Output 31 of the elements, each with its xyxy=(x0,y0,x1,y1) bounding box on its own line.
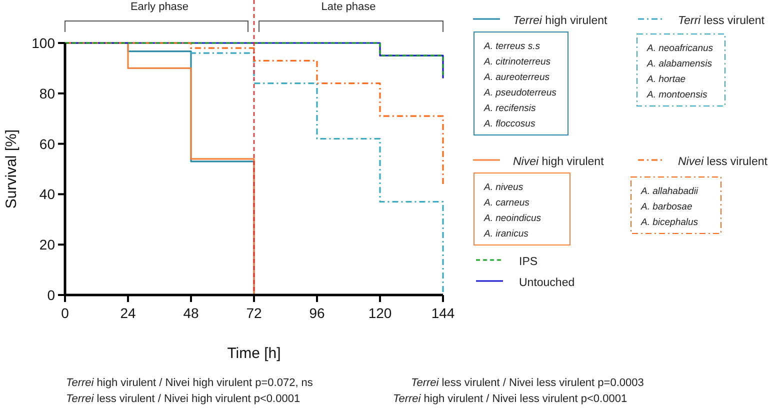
legend-label: Terrei high virulent xyxy=(513,15,608,27)
text: A. niveus A. carneus A. neoindicus A. iranicus xyxy=(483,182,542,240)
y-tick-label: 40 xyxy=(39,186,56,202)
y-axis-title: Survival [%] xyxy=(3,129,20,209)
text: Terrei less virulent / Nivei less virulent p=0.0003 xyxy=(411,377,644,389)
y-tick-label: 60 xyxy=(39,136,56,152)
text: Terrei high virulent / Nivei less virulent p<0.0001 xyxy=(393,393,628,405)
legend-label: Untouched xyxy=(519,277,575,289)
x-tick-label: 72 xyxy=(246,305,262,321)
text: Early phase xyxy=(130,1,189,13)
y-tick-label: 80 xyxy=(39,85,56,102)
x-tick-label: 144 xyxy=(431,305,455,321)
legend-label: Nivei high virulent xyxy=(513,156,605,168)
text: A. allahabadii A. barbosae A. bicephalus xyxy=(640,186,699,228)
legend-label: Terri less virulent xyxy=(678,15,766,27)
text: Terrei less virulent / Nivei high virulent p<0.0001 xyxy=(66,393,300,405)
text: Late phase xyxy=(321,1,376,13)
y-tick-label: 0 xyxy=(47,287,56,303)
x-tick-label: 48 xyxy=(183,305,199,321)
legend-label: IPS xyxy=(519,256,538,268)
x-tick-label: 24 xyxy=(120,305,136,321)
x-axis-title: Time [h] xyxy=(227,345,281,362)
x-tick-label: 120 xyxy=(368,305,392,321)
x-tick-label: 96 xyxy=(309,305,325,321)
text: A. neoafricanus A. alabamensis A. hortae A. montoensis xyxy=(646,43,714,100)
x-tick-label: 0 xyxy=(61,305,70,321)
legend-label: Nivei less virulent xyxy=(678,156,768,168)
text: A. terreus s.s A. citrinoterreus A. aureoterreus A. pseudoterreus A. recifensis A. floccosus xyxy=(483,41,557,130)
y-tick-label: 100 xyxy=(32,35,56,51)
text: Terrei high virulent / Nivei high virulent p=0.072, ns xyxy=(66,377,314,389)
y-tick-label: 20 xyxy=(39,236,56,253)
